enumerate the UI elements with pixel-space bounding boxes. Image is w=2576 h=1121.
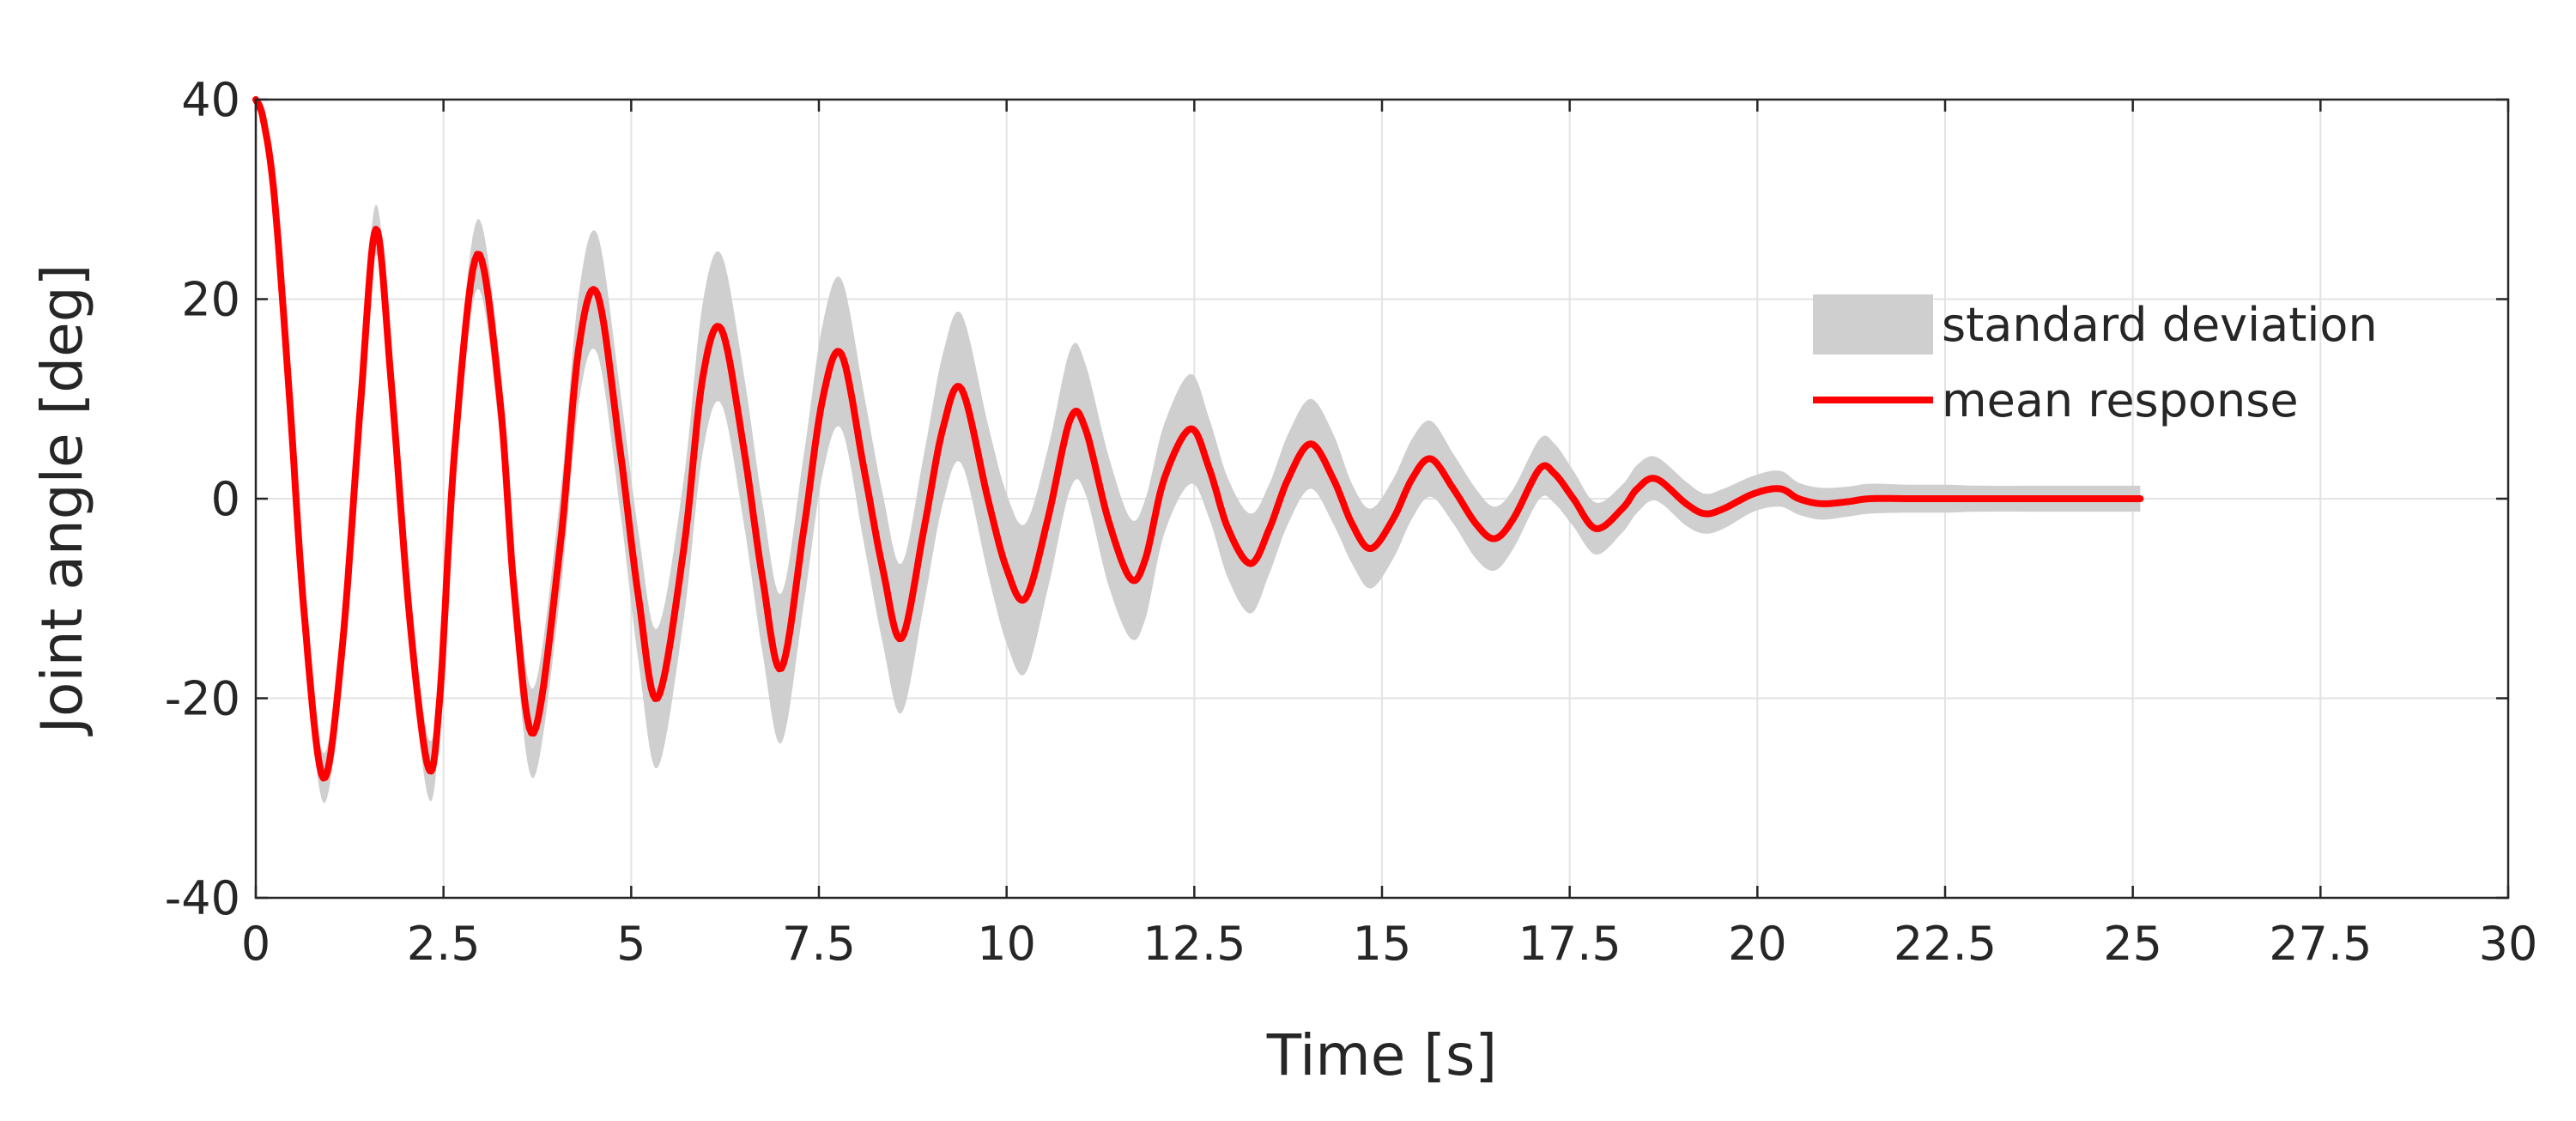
legend-label-standard-deviation: standard deviation [1942, 298, 2378, 352]
std-band-area [256, 94, 2141, 803]
std-band-layer [256, 94, 2141, 803]
x-tick-label: 20 [1728, 917, 1787, 971]
x-tick-labels: 0 2.5 5 7.5 10 12.5 15 17.5 20 22.5 25 27.5 30 [241, 917, 2538, 971]
y-tick-label: -20 [165, 672, 240, 726]
x-tick-label: 2.5 [407, 917, 481, 971]
mean-line-layer [252, 96, 2144, 782]
x-tick-label: 5 [616, 917, 646, 971]
x-tick-label: 12.5 [1143, 917, 1246, 971]
x-axis-label: Time [s] [1266, 1022, 1497, 1088]
y-axis-label: Joint angle [deg] [29, 264, 95, 737]
x-tick-label: 0 [241, 917, 270, 971]
y-tick-label: 0 [211, 472, 240, 526]
legend: standard deviation mean response [1813, 294, 2378, 427]
x-tick-label: 17.5 [1518, 917, 1621, 971]
x-tick-label: 30 [2479, 917, 2538, 971]
x-tick-label: 7.5 [782, 917, 856, 971]
x-tick-label: 10 [977, 917, 1036, 971]
y-tick-label: -40 [165, 871, 240, 925]
x-tick-label: 22.5 [1894, 917, 1997, 971]
ticks [254, 98, 2510, 900]
legend-label-mean-response: mean response [1942, 373, 2299, 427]
mean-response-line [252, 96, 2144, 782]
y-tick-labels: 40 20 0 -20 -40 [165, 73, 240, 925]
y-tick-label: 40 [181, 73, 240, 127]
y-tick-label: 20 [181, 273, 240, 327]
legend-swatch-standard-deviation [1813, 294, 1933, 354]
x-tick-label: 27.5 [2269, 917, 2372, 971]
x-tick-label: 25 [2103, 917, 2162, 971]
x-tick-label: 15 [1353, 917, 1412, 971]
